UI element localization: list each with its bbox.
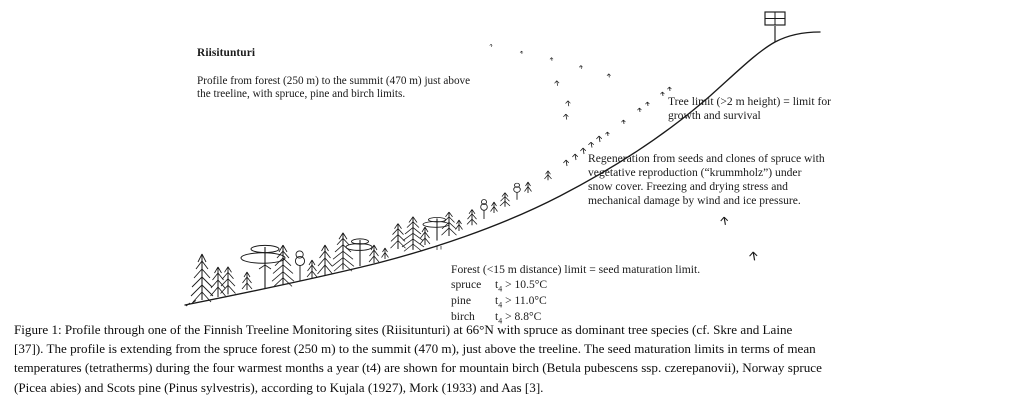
caption-line: [37]). The profile is extending from the…: [14, 341, 816, 357]
caption-line: Figure 1: Profile through one of the Fin…: [14, 322, 793, 337]
tetratherm-value: t4 > 8.8°C: [495, 309, 542, 325]
forest-limit-marker: [436, 246, 442, 250]
forest-zone-trees: [190, 211, 463, 303]
forest-limit-annotation: Forest (<15 m distance) limit = seed mat…: [451, 249, 700, 339]
tetratherm-value: t4 > 11.0°C: [495, 293, 547, 310]
caption-line: (Picea abies) and Scots pine (Pinus sylv…: [14, 379, 544, 395]
species-name: spruce: [451, 278, 482, 292]
figure-illustration: Riisitunturi Profile from forest (250 m)…: [184, 11, 832, 325]
site-description: Profile from forest (250 m) to the summi…: [197, 74, 471, 101]
species-name: birch: [451, 309, 475, 323]
tetratherm-value: t4 > 10.5°C: [495, 278, 548, 294]
regeneration-annotation: Regeneration from seeds and clones of sp…: [588, 152, 825, 208]
figure-caption: Figure 1: Profile through one of the Fin…: [14, 320, 1010, 397]
weather-station-icon: [764, 11, 786, 42]
species-name: pine: [451, 293, 471, 307]
site-name: Riisitunturi: [197, 46, 256, 59]
tree-limit-annotation: Tree limit (>2 m height) = limit for gro…: [668, 95, 832, 123]
species-limit-row: birch t4 > 8.8°C: [451, 310, 700, 326]
slope-toe-ticks: [185, 300, 197, 307]
caption-line: temperatures (tetratherms) during the fo…: [14, 360, 822, 376]
species-limit-row: spruce t4 > 10.5°C: [451, 278, 700, 294]
species-limit-row: pine t4 > 11.0°C: [451, 294, 700, 310]
krummholz-zone: [489, 43, 672, 161]
species-limit-list: spruce t4 > 10.5°C pine t4 > 11.0°C birch t4 …: [451, 278, 700, 325]
site-annotation: Riisitunturi Profile from forest (250 m)…: [197, 33, 470, 116]
forest-limit-heading: Forest (<15 m distance) limit = seed mat…: [451, 263, 701, 277]
profile-drawing: [184, 11, 821, 307]
terrain-profile-line: [184, 31, 821, 306]
